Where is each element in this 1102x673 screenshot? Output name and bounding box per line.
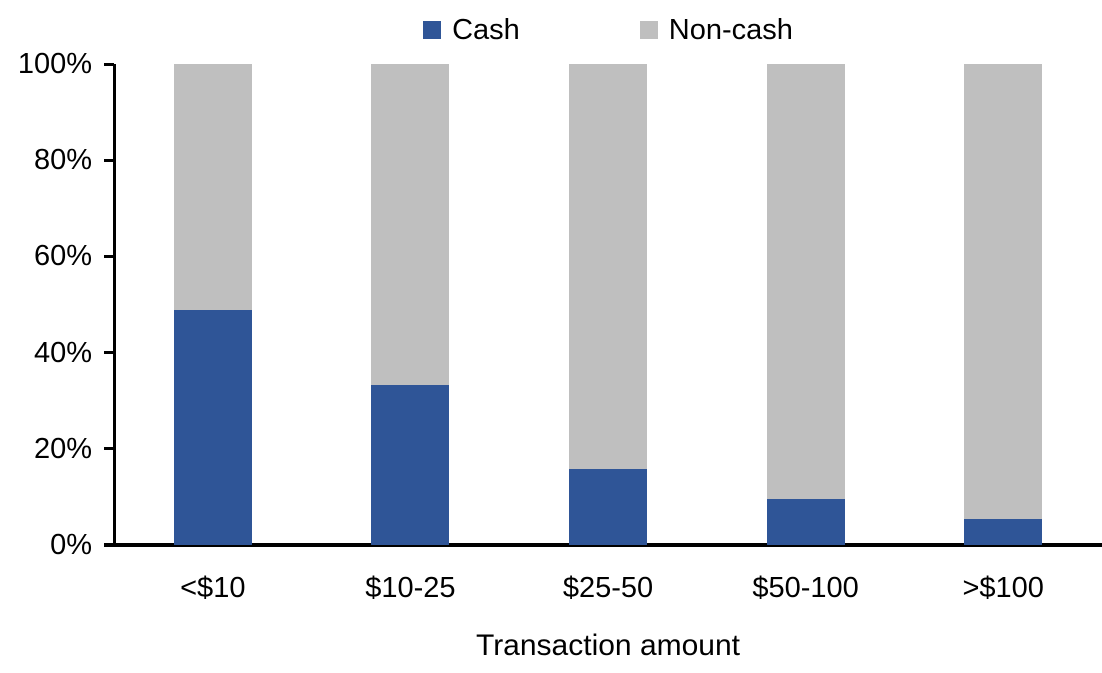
legend-item-cash: Cash xyxy=(423,14,520,46)
bar-segment-non-cash xyxy=(173,64,252,310)
bar-segment-cash xyxy=(964,518,1043,545)
bar-segment-cash xyxy=(569,469,647,545)
bar-segment-non-cash xyxy=(964,64,1043,519)
y-axis-tick-label: 80% xyxy=(33,144,92,177)
y-axis-tick xyxy=(104,158,114,162)
bar-segment-cash xyxy=(766,498,845,545)
bar-segment-non-cash xyxy=(569,64,647,469)
x-axis-tick-label: $50-100 xyxy=(752,572,859,604)
x-axis-tick-label: <$10 xyxy=(180,572,246,604)
x-axis-tick-label: $10-25 xyxy=(365,572,456,604)
x-axis-title: Transaction amount xyxy=(475,629,741,662)
bar-group xyxy=(964,64,1043,545)
bar-segment-cash xyxy=(371,384,450,545)
legend: Cash Non-cash xyxy=(114,12,1102,48)
y-axis-tick xyxy=(104,543,114,547)
bar-segment-cash xyxy=(173,309,252,545)
legend-label-non-cash: Non-cash xyxy=(668,14,793,46)
legend-swatch-cash xyxy=(423,21,442,39)
x-axis-tick-label: >$100 xyxy=(962,572,1044,604)
legend-label-cash: Cash xyxy=(452,14,520,46)
legend-swatch-non-cash xyxy=(639,21,658,39)
y-axis-tick xyxy=(104,254,114,258)
y-axis-tick-label: 60% xyxy=(33,240,92,273)
bar-segment-non-cash xyxy=(371,64,450,385)
bar-group xyxy=(173,64,252,545)
y-axis-line xyxy=(113,64,116,545)
bar-group xyxy=(371,64,450,545)
bar-group xyxy=(569,64,647,545)
y-axis-tick xyxy=(104,62,114,66)
y-axis-tick xyxy=(104,447,114,451)
x-axis-line xyxy=(104,543,1102,547)
y-axis-tick-label: 0% xyxy=(50,529,92,561)
y-axis-tick-label: 20% xyxy=(33,432,92,465)
y-axis-tick-label: 40% xyxy=(33,336,92,369)
bar-segment-non-cash xyxy=(766,64,845,499)
y-axis-tick xyxy=(104,351,114,355)
bar-group xyxy=(766,64,845,545)
y-axis-tick-label: 100% xyxy=(17,48,92,80)
legend-item-non-cash: Non-cash xyxy=(639,14,793,46)
x-axis-tick-label: $25-50 xyxy=(562,572,654,604)
